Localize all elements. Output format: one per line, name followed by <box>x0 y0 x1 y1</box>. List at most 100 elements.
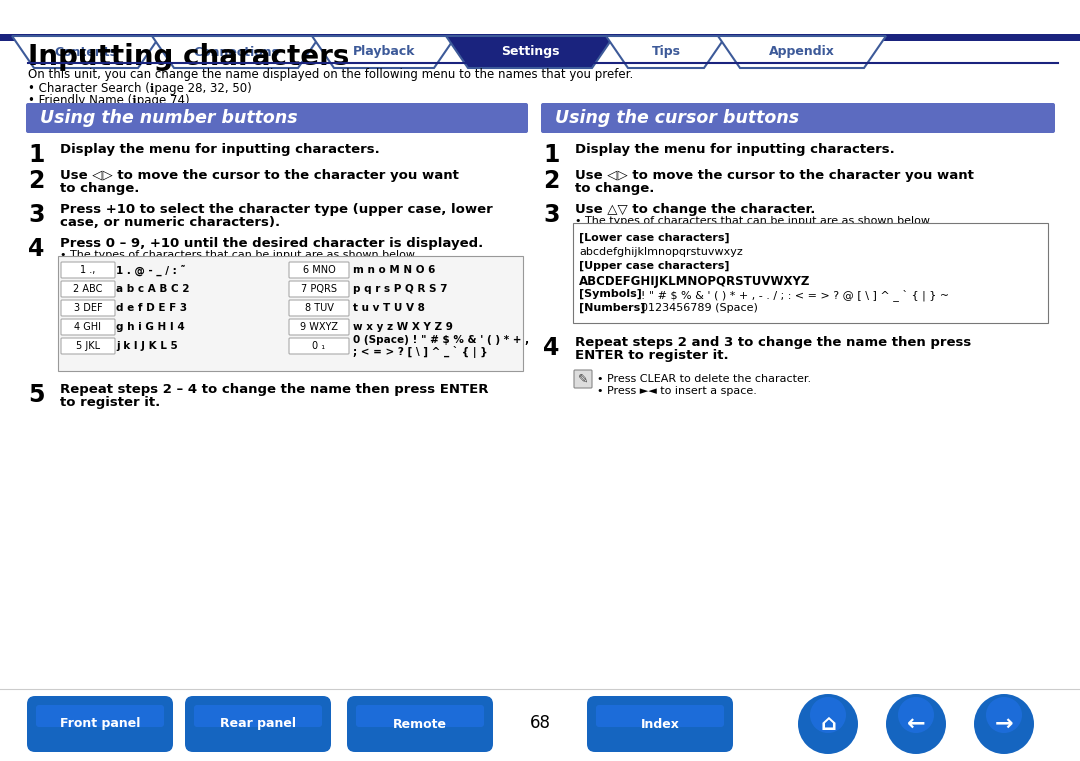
Polygon shape <box>312 36 456 68</box>
FancyBboxPatch shape <box>58 256 523 371</box>
Circle shape <box>986 697 1022 733</box>
FancyBboxPatch shape <box>60 338 114 354</box>
Polygon shape <box>718 36 886 68</box>
Text: [Numbers]: [Numbers] <box>579 303 646 314</box>
Text: • Press ►◄ to insert a space.: • Press ►◄ to insert a space. <box>597 386 757 396</box>
Text: 8 TUV: 8 TUV <box>305 303 334 313</box>
Text: • Press CLEAR to delete the character.: • Press CLEAR to delete the character. <box>597 374 811 384</box>
FancyBboxPatch shape <box>289 319 349 335</box>
Text: ⌂: ⌂ <box>820 714 836 734</box>
Text: • Character Search (ℹpage 28, 32, 50): • Character Search (ℹpage 28, 32, 50) <box>28 82 252 95</box>
Circle shape <box>798 694 858 754</box>
Text: a b c A B C 2: a b c A B C 2 <box>116 284 189 294</box>
Text: Connections: Connections <box>193 46 279 59</box>
FancyBboxPatch shape <box>573 370 592 388</box>
FancyBboxPatch shape <box>289 281 349 297</box>
Text: Press +10 to select the character type (upper case, lower: Press +10 to select the character type (… <box>60 203 492 216</box>
Text: Display the menu for inputting characters.: Display the menu for inputting character… <box>575 143 894 156</box>
Text: Use △▽ to change the character.: Use △▽ to change the character. <box>575 203 815 216</box>
Text: Repeat steps 2 – 4 to change the name then press ENTER: Repeat steps 2 – 4 to change the name th… <box>60 383 488 396</box>
Text: 6 MNO: 6 MNO <box>302 265 336 275</box>
Circle shape <box>897 697 934 733</box>
Circle shape <box>974 694 1034 754</box>
Bar <box>0 34 1080 41</box>
Text: [Lower case characters]: [Lower case characters] <box>579 233 730 244</box>
Text: 0 (Space) ! " # $ % & ' ( ) * + ,: 0 (Space) ! " # $ % & ' ( ) * + , <box>353 335 529 345</box>
Text: Index: Index <box>640 718 679 731</box>
FancyBboxPatch shape <box>60 319 114 335</box>
Text: ; < = > ? [ \ ] ^ _ ` { | }: ; < = > ? [ \ ] ^ _ ` { | } <box>353 346 488 358</box>
Text: 1 . @ - _ / : ˜: 1 . @ - _ / : ˜ <box>116 264 186 275</box>
Text: Rear panel: Rear panel <box>220 718 296 731</box>
Text: Remote: Remote <box>393 718 447 731</box>
FancyBboxPatch shape <box>596 705 724 727</box>
Text: 1: 1 <box>28 143 44 167</box>
FancyBboxPatch shape <box>588 696 733 752</box>
Text: Use ◁▷ to move the cursor to the character you want: Use ◁▷ to move the cursor to the charact… <box>60 169 459 182</box>
Text: 3: 3 <box>28 203 44 227</box>
Text: 0 ₁: 0 ₁ <box>312 341 325 351</box>
Text: Using the cursor buttons: Using the cursor buttons <box>555 109 799 127</box>
Text: 9 WXYZ: 9 WXYZ <box>300 322 338 332</box>
Text: Use ◁▷ to move the cursor to the character you want: Use ◁▷ to move the cursor to the charact… <box>575 169 974 182</box>
Text: Tips: Tips <box>651 46 680 59</box>
Text: Display the menu for inputting characters.: Display the menu for inputting character… <box>60 143 380 156</box>
Circle shape <box>810 697 846 733</box>
Text: to register it.: to register it. <box>60 396 160 409</box>
Text: 7 PQRS: 7 PQRS <box>301 284 337 294</box>
Text: →: → <box>995 714 1013 734</box>
FancyBboxPatch shape <box>194 705 322 727</box>
FancyBboxPatch shape <box>60 281 114 297</box>
Text: • Character input for the network functions (ℹpage 28, 35, 39, 40): • Character input for the network functi… <box>28 106 418 119</box>
Text: d e f D E F 3: d e f D E F 3 <box>116 303 187 313</box>
FancyBboxPatch shape <box>27 696 173 752</box>
Text: 5: 5 <box>28 383 44 407</box>
FancyBboxPatch shape <box>347 696 492 752</box>
Text: [Symbols]: [Symbols] <box>579 289 642 299</box>
FancyBboxPatch shape <box>356 705 484 727</box>
Text: 1: 1 <box>543 143 559 167</box>
FancyBboxPatch shape <box>289 300 349 316</box>
Text: • The types of characters that can be input are as shown below.: • The types of characters that can be in… <box>575 216 933 226</box>
FancyBboxPatch shape <box>573 223 1048 323</box>
Text: Contents: Contents <box>54 46 118 59</box>
Text: Using the number buttons: Using the number buttons <box>40 109 298 127</box>
Text: 0123456789 (Space): 0123456789 (Space) <box>642 303 758 313</box>
FancyBboxPatch shape <box>541 103 1055 133</box>
FancyBboxPatch shape <box>36 705 164 727</box>
FancyBboxPatch shape <box>26 103 528 133</box>
Text: ABCDEFGHIJKLMNOPQRSTUVWXYZ: ABCDEFGHIJKLMNOPQRSTUVWXYZ <box>579 275 810 288</box>
Text: Repeat steps 2 and 3 to change the name then press: Repeat steps 2 and 3 to change the name … <box>575 336 971 349</box>
Text: 1 .,: 1 ., <box>80 265 96 275</box>
Text: w x y z W X Y Z 9: w x y z W X Y Z 9 <box>353 322 453 332</box>
Text: • The types of characters that can be input are as shown below.: • The types of characters that can be in… <box>60 250 418 260</box>
FancyBboxPatch shape <box>60 300 114 316</box>
Text: 4: 4 <box>543 336 559 360</box>
Text: Front panel: Front panel <box>59 718 140 731</box>
Polygon shape <box>446 36 615 68</box>
Text: case, or numeric characters).: case, or numeric characters). <box>60 216 280 229</box>
Text: p q r s P Q R S 7: p q r s P Q R S 7 <box>353 284 447 294</box>
FancyBboxPatch shape <box>60 262 114 278</box>
Text: 2: 2 <box>543 169 559 193</box>
Text: 5 JKL: 5 JKL <box>76 341 100 351</box>
Text: ! " # $ % & ' ( ) * + , - . / ; : < = > ? @ [ \ ] ^ _ ` { | } ~: ! " # $ % & ' ( ) * + , - . / ; : < = > … <box>642 289 949 301</box>
Text: Settings: Settings <box>501 46 559 59</box>
Polygon shape <box>12 36 160 68</box>
Text: 68: 68 <box>529 714 551 732</box>
Text: 3: 3 <box>543 203 559 227</box>
Polygon shape <box>606 36 726 68</box>
Text: ENTER to register it.: ENTER to register it. <box>575 349 729 362</box>
Text: Playback: Playback <box>353 46 415 59</box>
Text: ✎: ✎ <box>578 372 589 386</box>
Text: 2 ABC: 2 ABC <box>73 284 103 294</box>
Text: Appendix: Appendix <box>769 46 835 59</box>
Text: to change.: to change. <box>575 182 654 195</box>
Text: 3 DEF: 3 DEF <box>73 303 103 313</box>
Text: ←: ← <box>907 714 926 734</box>
Text: 2: 2 <box>28 169 44 193</box>
Circle shape <box>886 694 946 754</box>
Polygon shape <box>152 36 320 68</box>
Text: to change.: to change. <box>60 182 139 195</box>
Text: [Upper case characters]: [Upper case characters] <box>579 261 729 271</box>
